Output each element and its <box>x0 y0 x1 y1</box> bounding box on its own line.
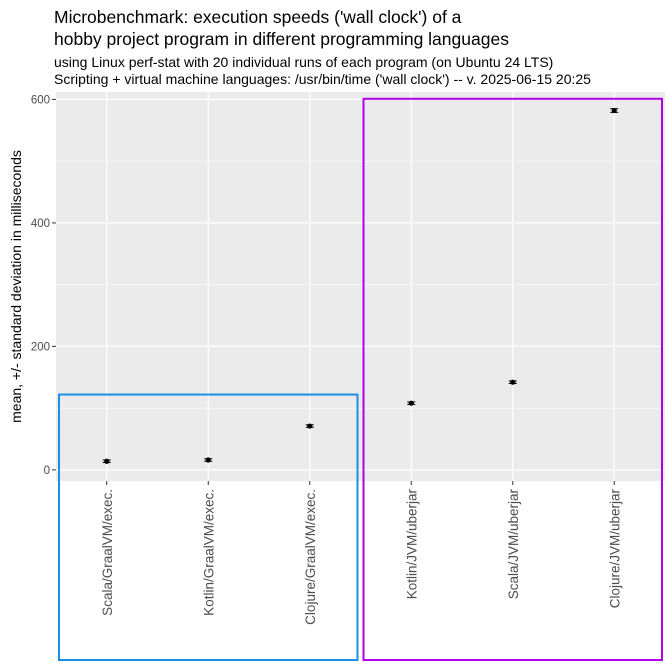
grid-lines <box>56 92 665 481</box>
y-axis-label: mean, +/- standard deviation in millisec… <box>8 150 24 423</box>
chart-subtitle-line-2: Scripting + virtual machine languages: /… <box>54 71 591 87</box>
data-points <box>102 107 619 464</box>
data-point <box>510 379 516 385</box>
data-point <box>408 400 414 406</box>
x-tick-label: Clojure/GraalVM/exec. <box>303 489 318 625</box>
chart-title-line-2: hobby project program in different progr… <box>54 29 509 49</box>
x-axis-ticks: Scala/GraalVM/exec. Kotlin/GraalVM/exec. C… <box>100 481 622 625</box>
group-box <box>362 97 663 662</box>
x-tick-label: Clojure/JVM/uberjar <box>607 489 622 609</box>
y-tick-label: 0 <box>44 465 50 477</box>
x-tick-label: Kotlin/GraalVM/exec. <box>201 489 216 616</box>
data-point <box>307 423 313 429</box>
x-tick-label: Kotlin/JVM/uberjar <box>404 488 419 599</box>
plot-panel <box>56 92 665 481</box>
y-tick-label: 200 <box>31 341 50 353</box>
group-box <box>58 393 359 661</box>
x-tick-label: Scala/JVM/uberjar <box>506 488 521 599</box>
data-point <box>104 458 110 464</box>
chart-title-line-1: Microbenchmark: execution speeds ('wall … <box>54 7 462 27</box>
chart-subtitle-line-1: using Linux perf-stat with 20 individual… <box>54 54 553 70</box>
y-tick-label: 600 <box>31 94 50 106</box>
data-point <box>205 457 211 463</box>
x-tick-label: Scala/GraalVM/exec. <box>100 489 115 616</box>
data-point <box>611 107 617 114</box>
y-tick-label: 400 <box>31 218 50 230</box>
group-boxes <box>58 97 663 662</box>
y-axis-ticks: 0 200 400 600 <box>31 94 56 477</box>
